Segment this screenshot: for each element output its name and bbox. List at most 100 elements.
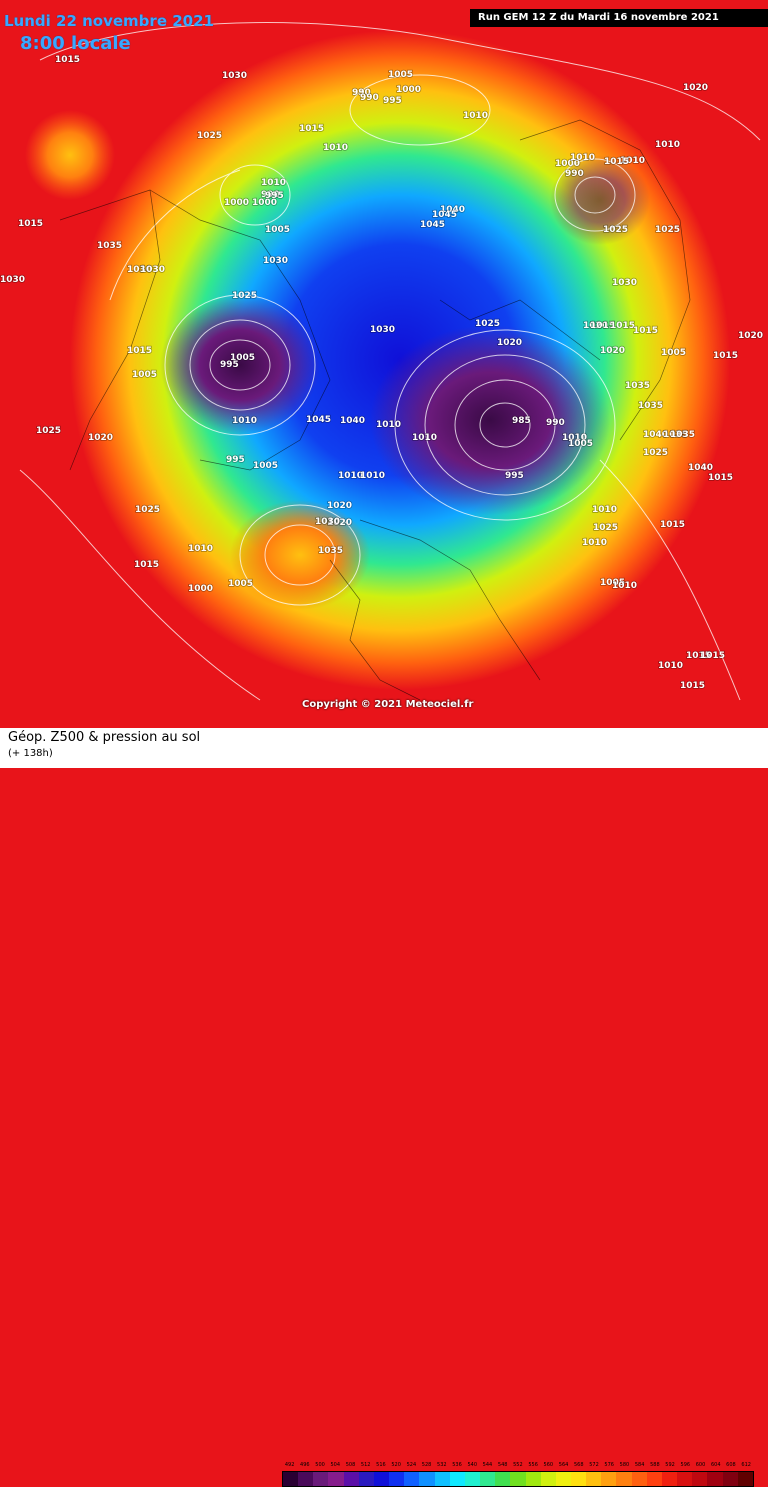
pressure-label: 1015 <box>680 681 705 691</box>
pressure-label: 1015 <box>127 346 152 356</box>
pressure-label: 1025 <box>232 291 257 301</box>
pressure-label: 1010 <box>338 471 363 481</box>
pressure-label: 1020 <box>600 346 625 356</box>
pressure-label: 990 <box>352 88 371 98</box>
pressure-label: 1015 <box>686 651 711 661</box>
pressure-label: 1020 <box>583 321 608 331</box>
scale-swatch <box>661 1472 678 1486</box>
scale-swatch <box>328 1472 344 1486</box>
pressure-label: 1015 <box>700 651 725 661</box>
pressure-label: 1025 <box>655 225 680 235</box>
pressure-label: 1005 <box>132 370 157 380</box>
pressure-label: 1010 <box>188 544 213 554</box>
scale-value: 536 <box>452 1462 462 1468</box>
pressure-label: 1020 <box>327 518 352 528</box>
color-scale-bar <box>282 1471 754 1487</box>
scale-value: 592 <box>665 1462 675 1468</box>
pressure-label: 1030 <box>612 278 637 288</box>
pressure-label: 1040 <box>340 416 365 426</box>
isobar-lines <box>19 22 761 701</box>
pressure-label: 990 <box>546 418 565 428</box>
scale-value: 516 <box>376 1462 386 1468</box>
scale-value: 512 <box>360 1462 371 1468</box>
low-pressure-east <box>370 325 610 515</box>
legend-footer: Géop. Z500 & pression au sol (+ 138h) 49… <box>0 728 768 1487</box>
pressure-label: 1000 <box>252 198 277 208</box>
pressure-label: 1035 <box>97 241 122 251</box>
pressure-label: 995 <box>220 360 239 370</box>
pressure-label: 1015 <box>134 560 159 570</box>
pressure-label: 1030 <box>140 265 165 275</box>
pressure-label: 1040 <box>643 430 668 440</box>
pressure-label: 1025 <box>197 131 222 141</box>
pressure-label: 1020 <box>327 501 352 511</box>
scale-swatch <box>692 1472 708 1486</box>
scale-value: 500 <box>315 1462 325 1468</box>
pressure-label: 1025 <box>135 505 160 515</box>
scale-value: 600 <box>695 1462 706 1468</box>
scale-swatch <box>510 1472 526 1486</box>
scale-value: 528 <box>421 1462 432 1468</box>
scale-swatch <box>555 1472 571 1486</box>
pressure-label: 995 <box>383 96 402 106</box>
pressure-label: 990 <box>261 190 280 200</box>
pressure-label: 1040 <box>688 463 713 473</box>
pressure-label: 1025 <box>593 523 618 533</box>
pressure-label: 1010 <box>612 581 637 591</box>
pressure-label: 1035 <box>670 430 695 440</box>
forecast-time: 8:00 locale <box>20 33 131 54</box>
pressure-label: 1005 <box>388 70 413 80</box>
scale-swatch <box>480 1472 496 1486</box>
scale-swatch <box>616 1472 632 1486</box>
scale-swatch <box>586 1472 602 1486</box>
scale-swatch <box>525 1472 541 1486</box>
scale-value: 556 <box>528 1462 538 1468</box>
pressure-label: 1025 <box>36 426 61 436</box>
scale-swatch <box>283 1472 299 1486</box>
ridge-pacific <box>25 110 115 200</box>
pressure-label: 1005 <box>253 461 278 471</box>
pressure-label: 1015 <box>713 351 738 361</box>
scale-swatch <box>404 1472 420 1486</box>
pressure-label: 1015 <box>610 321 635 331</box>
pressure-label: 1030 <box>127 265 152 275</box>
pressure-label: 1020 <box>738 331 763 341</box>
scale-value: 584 <box>634 1462 645 1468</box>
pressure-label: 1010 <box>582 538 607 548</box>
pressure-label: 1030 <box>0 275 25 285</box>
scale-value: 576 <box>604 1462 614 1468</box>
pressure-label: 1035 <box>638 401 663 411</box>
pressure-label: 1010 <box>658 661 683 671</box>
scale-value: 608 <box>726 1462 736 1468</box>
pressure-label: 1025 <box>603 225 628 235</box>
pressure-label: 1005 <box>228 579 253 589</box>
scale-swatch <box>631 1472 647 1486</box>
pressure-label: 1030 <box>370 325 395 335</box>
low-pressure-northeast <box>550 155 650 245</box>
scale-value: 596 <box>680 1462 691 1468</box>
scale-swatch <box>449 1472 465 1486</box>
pressure-label: 1025 <box>475 319 500 329</box>
scale-value: 588 <box>650 1462 660 1468</box>
scale-swatch <box>464 1472 481 1486</box>
pressure-label: 1015 <box>590 321 615 331</box>
scale-value: 496 <box>300 1462 310 1468</box>
scale-value: 564 <box>558 1462 569 1468</box>
copyright-text: Copyright © 2021 Meteociel.fr <box>302 699 474 710</box>
pressure-label: 1010 <box>592 505 617 515</box>
pressure-label: 1010 <box>655 140 680 150</box>
pressure-label: 1020 <box>497 338 522 348</box>
scale-swatch <box>373 1472 390 1486</box>
pressure-label: 995 <box>265 191 284 201</box>
scale-swatch <box>601 1472 617 1486</box>
pressure-label: 995 <box>226 455 245 465</box>
pressure-label: 1015 <box>708 473 733 483</box>
scale-swatch <box>737 1472 753 1486</box>
pressure-label: 1005 <box>265 225 290 235</box>
scale-swatch <box>358 1472 374 1486</box>
pressure-label: 1030 <box>263 256 288 266</box>
pressure-label: 1015 <box>604 157 629 167</box>
pressure-label: 1035 <box>625 381 650 391</box>
scale-value: 612 <box>741 1462 751 1468</box>
low-pressure-west <box>160 295 320 435</box>
